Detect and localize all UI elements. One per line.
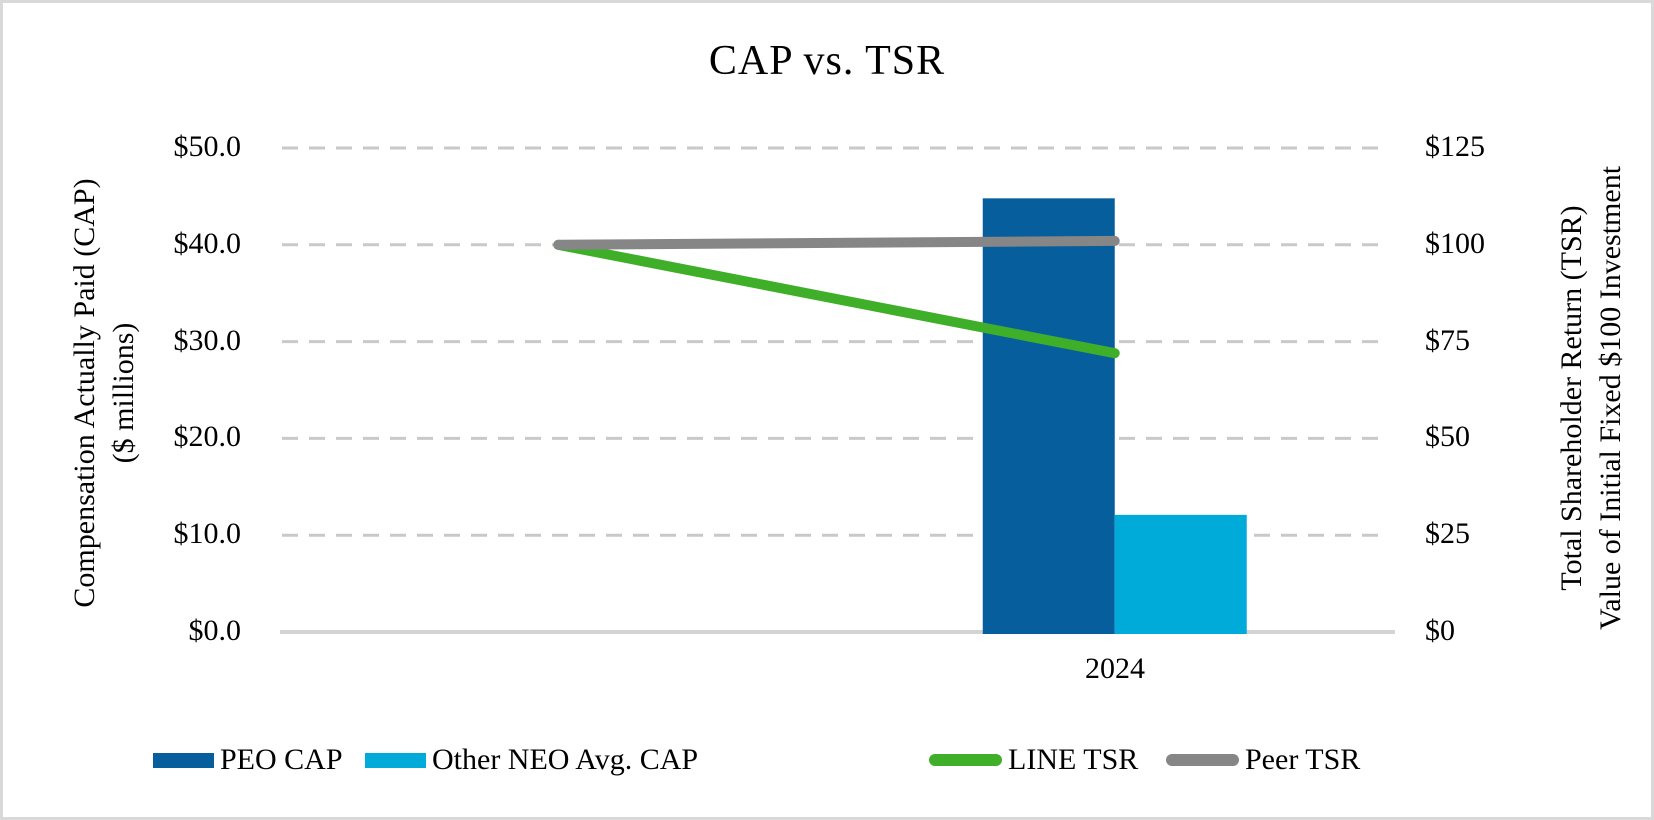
left-axis-tick-label: $40.0	[173, 226, 242, 260]
left-axis-tick-label: $20.0	[173, 420, 242, 454]
right-axis-tick-label: $0	[1425, 614, 1455, 647]
x-axis-category-label: 2024	[1085, 652, 1145, 685]
right-axis-tick-label: $50	[1425, 420, 1470, 454]
left-axis-tick-label: $0.0	[188, 614, 242, 647]
legend-item-line-tsr: LINE TSR	[929, 741, 1138, 779]
bar-peo-cap	[982, 198, 1115, 634]
line-peer-tsr	[553, 235, 1120, 250]
right-axis-tick-label: $25	[1425, 517, 1470, 551]
legend-label-peer-tsr: Peer TSR	[1245, 743, 1361, 776]
legend-label-line-tsr: LINE TSR	[1008, 743, 1139, 776]
plot-area	[280, 146, 1395, 634]
right-axis-tick-label: $125	[1425, 130, 1485, 163]
right-axis-tick-label: $100	[1425, 226, 1485, 260]
peo-cap-color-swatch	[153, 752, 214, 768]
bar-other-neo-avg-cap	[1114, 514, 1247, 634]
legend-item-peo-cap: PEO CAP	[153, 741, 343, 779]
other-neo-avg-cap-color-swatch	[365, 752, 426, 768]
right-axis-tick-label: $75	[1425, 323, 1470, 357]
left-axis-tick-label: $10.0	[173, 517, 242, 551]
legend-label-other-neo-avg-cap: Other NEO Avg. CAP	[432, 743, 699, 776]
line-line-tsr	[553, 239, 1120, 359]
legend-label-peo-cap: PEO CAP	[220, 743, 343, 776]
chart-title: CAP vs. TSR	[708, 38, 946, 84]
legend-item-other-neo-avg-cap: Other NEO Avg. CAP	[365, 741, 698, 779]
left-axis-tick-label: $30.0	[173, 323, 242, 357]
line-tsr-line-swatch	[929, 754, 1002, 766]
peer-tsr-line-swatch	[1166, 754, 1239, 766]
left-axis-tick-label: $50.0	[173, 130, 242, 163]
legend-item-peer-tsr: Peer TSR	[1166, 741, 1360, 779]
